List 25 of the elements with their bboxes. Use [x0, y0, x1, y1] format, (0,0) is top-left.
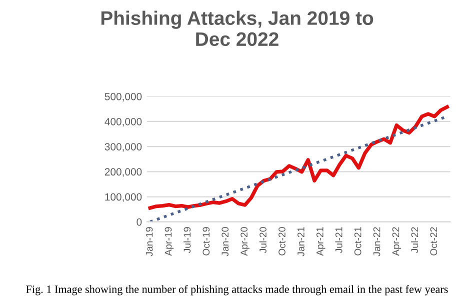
x-tick-label: Jul-22	[411, 227, 418, 254]
x-tick-label: Oct-21	[354, 227, 362, 256]
x-tick-label: Jan-21	[298, 227, 304, 256]
x-tick-label: Jan-22	[373, 227, 380, 256]
y-tick-label: 300,000	[104, 143, 142, 152]
y-tick-label: 100,000	[105, 193, 142, 202]
x-tick-label: Apr-22	[392, 227, 402, 256]
x-tick-label: Oct-22	[430, 227, 438, 256]
caption: Fig. 1 Image showing the number of phishing attacks made through email in the past few years	[26, 285, 448, 296]
x-tick-label: Oct-20	[278, 227, 286, 256]
x-tick-label: Jul-19	[183, 227, 191, 254]
x-tick-label: Jan-20	[222, 227, 229, 256]
x-tick-label: Apr-19	[164, 227, 174, 256]
x-tick-label: Oct-19	[202, 227, 210, 256]
chart-title: Phishing Attacks, Jan 2019 to Dec 2022	[101, 10, 374, 46]
y-tick-label: 0	[136, 218, 142, 226]
x-tick-label: Apr-20	[240, 227, 250, 256]
line-series	[148, 105, 449, 210]
x-tick-label: Jan-19	[146, 227, 153, 256]
y-tick-label: 500,000	[104, 92, 142, 102]
y-tick-label: 200,000	[104, 168, 142, 177]
y-tick-label: 400,000	[104, 118, 142, 127]
x-tick-label: Apr-21	[316, 227, 326, 256]
x-tick-label: Jul-20	[259, 227, 266, 254]
x-tick-label: Jul-21	[335, 227, 342, 254]
